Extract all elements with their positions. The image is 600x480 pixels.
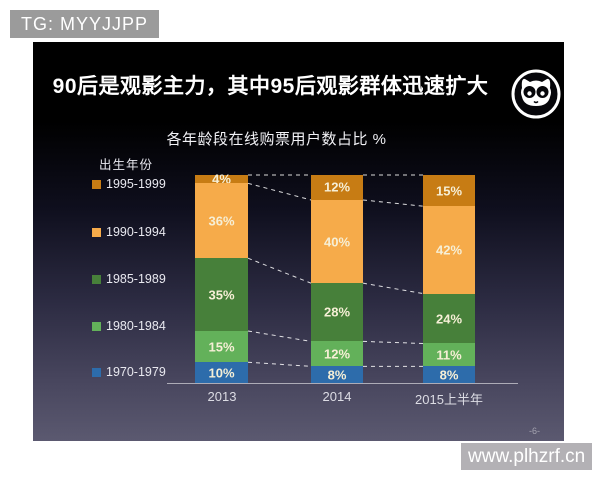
legend-swatch-icon xyxy=(92,274,101,284)
segment-value-label: 28% xyxy=(323,304,351,320)
maoyan-cat-logo-icon xyxy=(510,68,562,120)
bar-segment: 11% xyxy=(423,343,475,367)
x-axis-line xyxy=(167,383,518,384)
bar-segment: 35% xyxy=(195,258,248,331)
stacked-bar-2013: 4% 36% 35% 15% 10% xyxy=(195,171,248,383)
chart-title: 各年龄段在线购票用户数占比 % xyxy=(166,131,387,148)
stacked-bar-2015上半年: 15% 42% 24% 11% 8% xyxy=(423,175,475,383)
legend-swatch-icon xyxy=(92,227,101,237)
segment-value-label: 35% xyxy=(208,287,235,303)
bar-segment: 40% xyxy=(311,199,363,284)
legend-label: 1985-1989 xyxy=(106,272,166,286)
slide-page-number: -6- xyxy=(529,426,540,436)
x-axis-label: 2015上半年 xyxy=(415,392,483,407)
x-axis-label: 2013 xyxy=(207,389,237,404)
legend-label: 1995-1999 xyxy=(106,177,166,191)
bar-segment: 10% xyxy=(195,362,248,383)
legend-title: 出生年份 xyxy=(99,158,154,172)
segment-value-label: 12% xyxy=(323,346,351,362)
connector-line xyxy=(247,182,312,201)
bar-segment: 8% xyxy=(423,366,475,383)
legend-swatch-icon xyxy=(92,367,101,377)
segment-value-label: 11% xyxy=(436,347,462,363)
legend-item: 1985-1989 xyxy=(92,272,166,286)
x-axis-label: 2014 xyxy=(322,389,352,404)
legend-label: 1980-1984 xyxy=(106,319,166,333)
stacked-bar-2014: 12% 40% 28% 12% 8% xyxy=(311,175,363,383)
presentation-slide: 90后是观影主力，其中95后观影群体迅速扩大 各年龄段在线购票用户数占比 % 出… xyxy=(33,42,564,441)
bar-segment: 15% xyxy=(423,175,475,207)
segment-value-label: 8% xyxy=(439,367,459,383)
legend-swatch-icon xyxy=(92,179,101,189)
bar-segment: 28% xyxy=(311,283,363,342)
legend-swatch-icon xyxy=(92,321,101,331)
dashed-connector-lines xyxy=(247,174,424,367)
legend-label: 1990-1994 xyxy=(106,225,166,239)
legend-item: 1970-1979 xyxy=(92,365,166,379)
segment-value-label: 12% xyxy=(323,179,351,195)
bar-segment: 8% xyxy=(311,366,363,383)
legend-item: 1990-1994 xyxy=(92,225,166,239)
bar-segment: 12% xyxy=(311,175,363,200)
legend-label: 1970-1979 xyxy=(106,365,166,379)
bar-segment: 15% xyxy=(195,330,248,363)
connector-line xyxy=(362,340,424,344)
segment-value-label: 4% xyxy=(212,171,231,187)
bar-segment: 42% xyxy=(423,206,475,294)
connector-line xyxy=(362,282,424,295)
slide-title: 90后是观影主力，其中95后观影群体迅速扩大 xyxy=(52,75,489,98)
connector-line xyxy=(247,361,312,367)
segment-value-label: 8% xyxy=(327,367,347,383)
bar-segment: 12% xyxy=(311,341,363,367)
connector-line xyxy=(362,199,424,207)
segment-value-label: 15% xyxy=(208,339,235,355)
connector-line xyxy=(247,330,312,342)
segment-value-label: 40% xyxy=(323,234,351,250)
bar-segment: 24% xyxy=(423,293,475,344)
segment-value-label: 36% xyxy=(208,213,235,229)
segment-value-label: 42% xyxy=(435,242,463,258)
legend-item: 1995-1999 xyxy=(92,177,166,191)
tg-watermark-badge: TG: MYYJJPP xyxy=(10,10,160,38)
segment-value-label: 24% xyxy=(435,311,463,326)
segment-value-label: 10% xyxy=(208,365,235,381)
watermark-badge: www.plhzrf.cn xyxy=(461,443,593,470)
segment-value-label: 15% xyxy=(435,183,463,199)
bar-segment: 4% xyxy=(195,171,248,187)
connector-line xyxy=(247,257,312,284)
legend-item: 1980-1984 xyxy=(92,319,166,333)
bar-segment: 36% xyxy=(195,183,248,259)
